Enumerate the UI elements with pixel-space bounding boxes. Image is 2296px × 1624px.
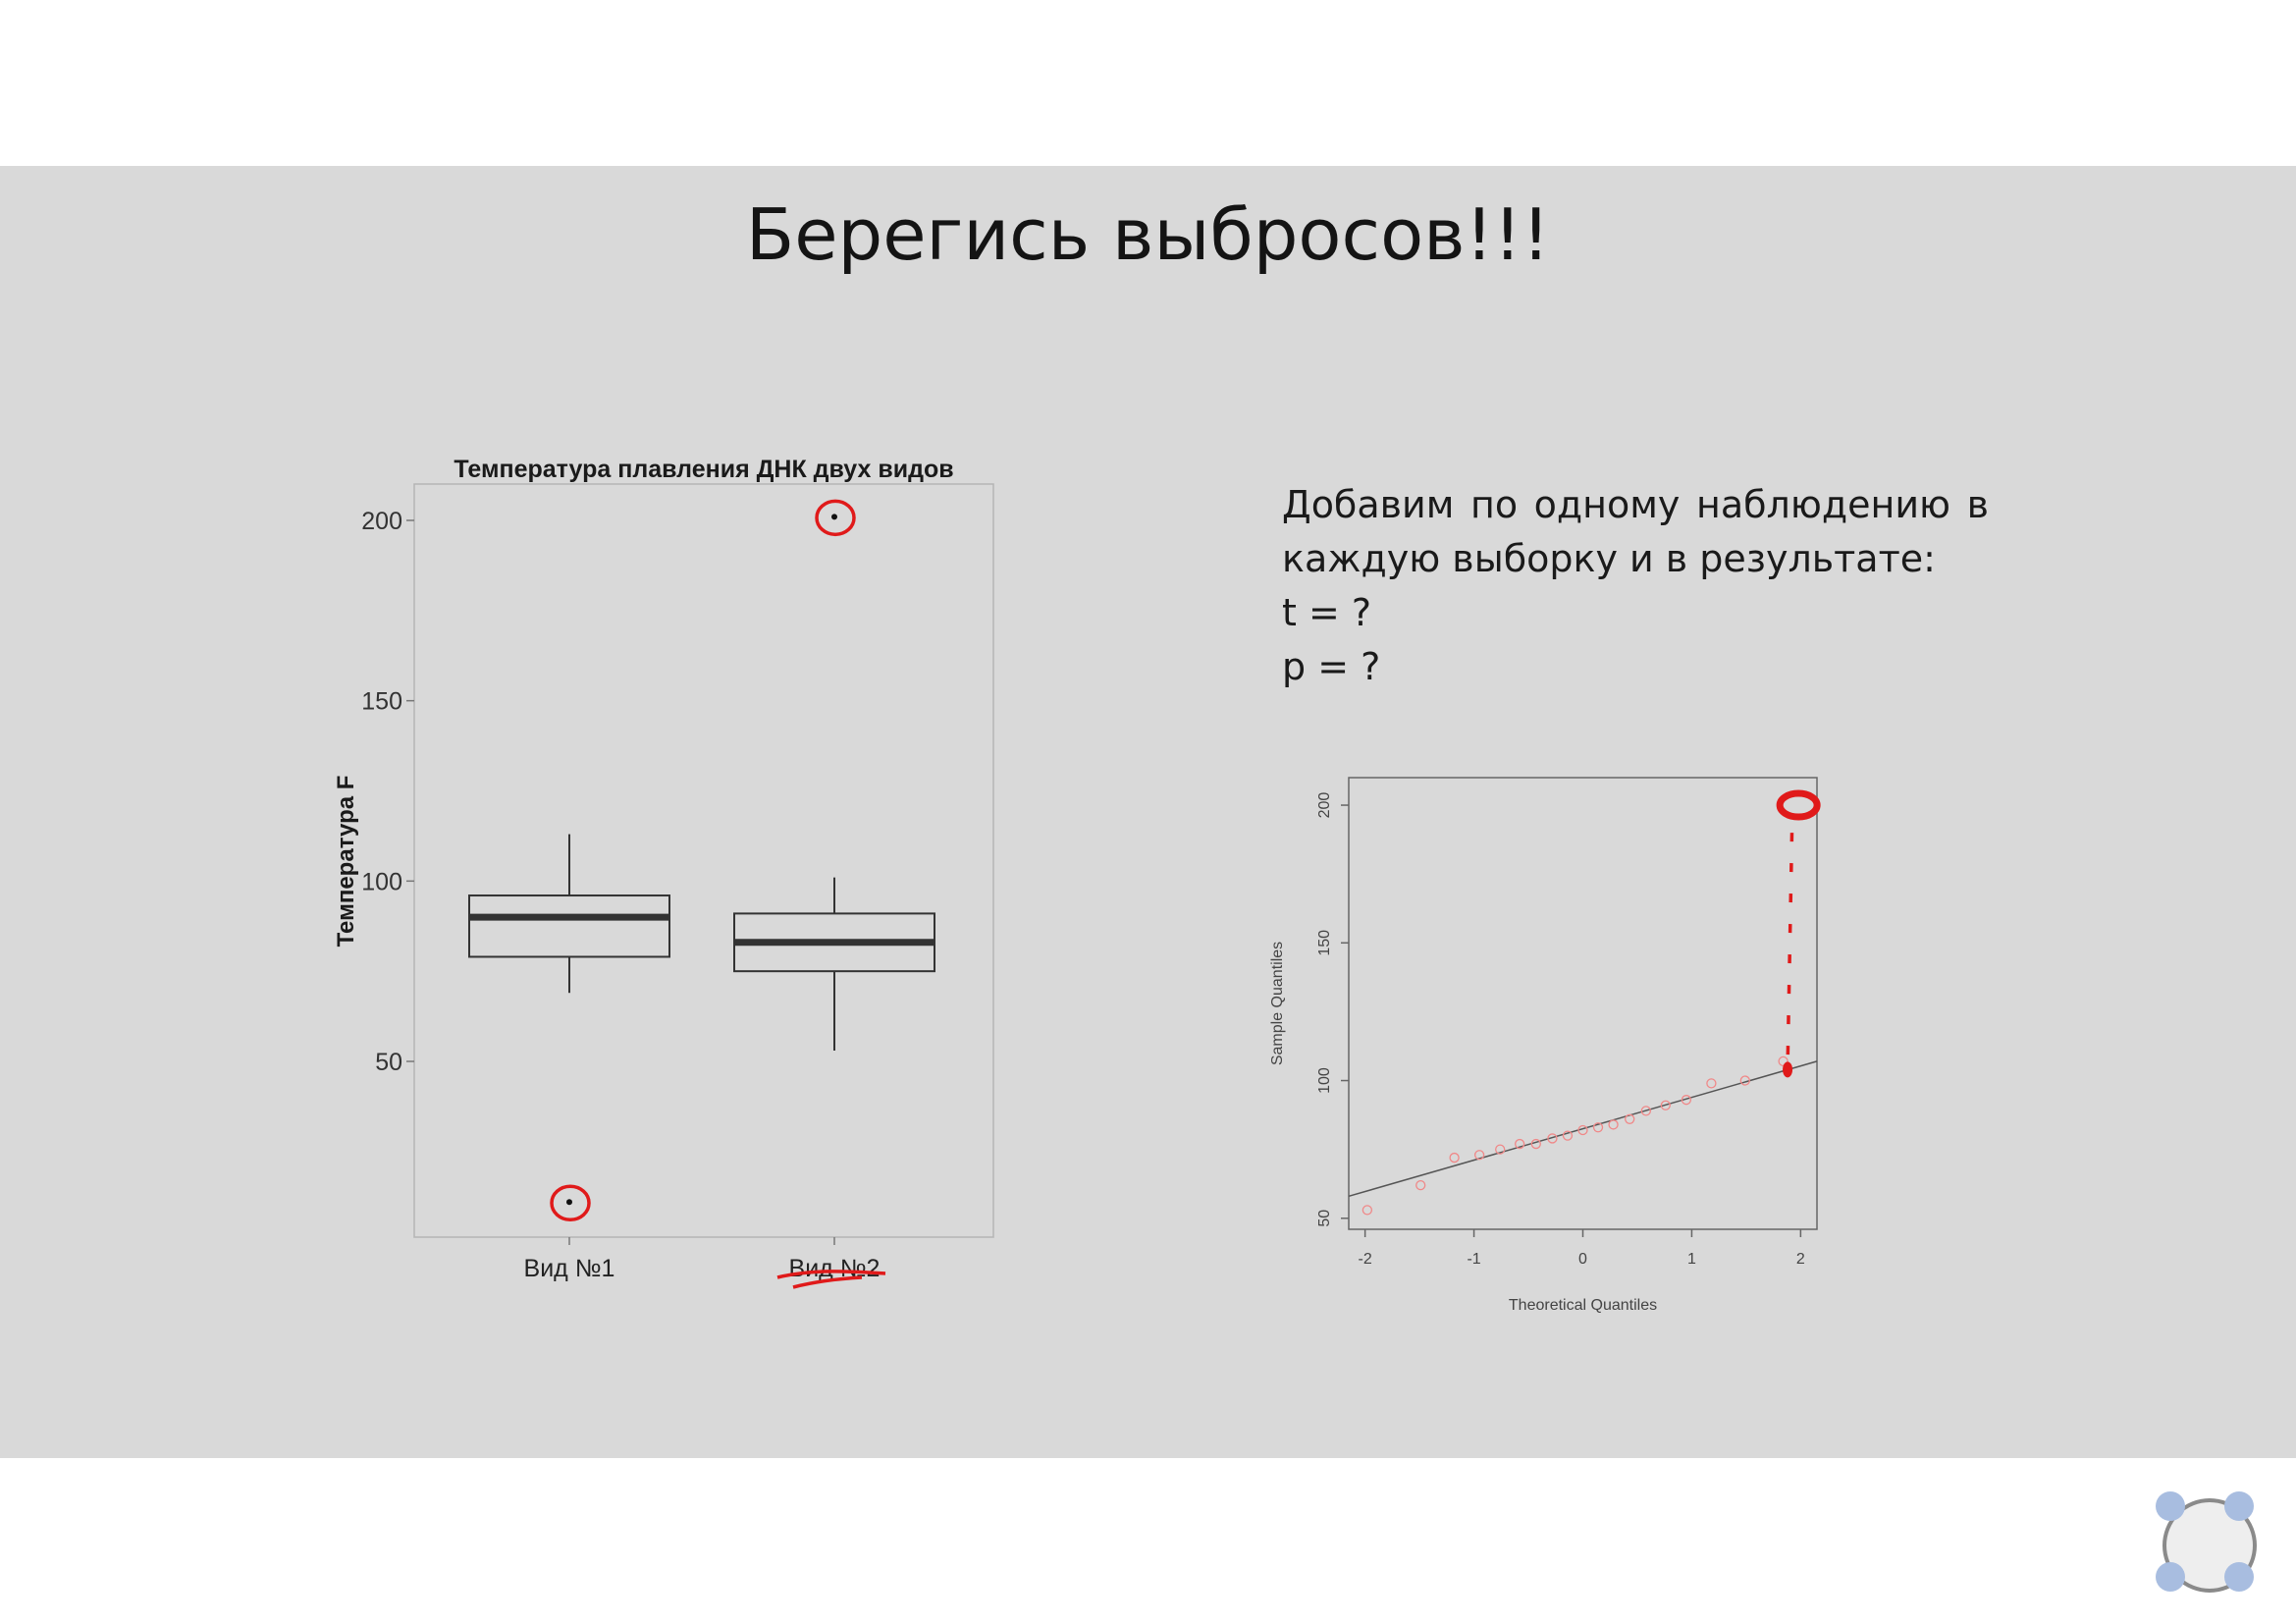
outlier-point xyxy=(831,514,837,520)
y-axis-label: Sample Quantiles xyxy=(1269,942,1286,1065)
y-tick-label: 100 xyxy=(1316,1067,1333,1094)
qq-point xyxy=(1625,1113,1635,1124)
text-line-1: Добавим по одному наблюдению в xyxy=(1282,478,1989,532)
x-tick-label: -2 xyxy=(1359,1251,1372,1268)
slide-title: Берегись выбросов!!! xyxy=(745,193,1551,276)
qq-point xyxy=(1577,1124,1588,1136)
qq-point xyxy=(1473,1150,1485,1161)
qq-point xyxy=(1592,1122,1604,1133)
y-tick-label: 150 xyxy=(1316,930,1333,956)
qq-point xyxy=(1562,1130,1574,1141)
x-tick-label: 0 xyxy=(1578,1251,1587,1268)
plot-frame xyxy=(413,483,994,1238)
qq-point xyxy=(1739,1075,1750,1086)
outlier-point xyxy=(566,1199,572,1206)
x-tick-label: Вид №1 xyxy=(524,1255,615,1282)
text-line-4: p = ? xyxy=(1282,645,1381,688)
qq-point xyxy=(1530,1138,1541,1150)
qq-point xyxy=(1706,1078,1717,1089)
text-word: Добавим xyxy=(1282,483,1455,526)
nav-dot-top-left[interactable] xyxy=(2156,1491,2185,1521)
text-word: в xyxy=(1966,483,1989,526)
nav-dot-bottom-left[interactable] xyxy=(2156,1562,2185,1592)
nav-dot-top-right[interactable] xyxy=(2224,1491,2254,1521)
qq-point xyxy=(1681,1095,1692,1106)
slide-navigation-widget[interactable] xyxy=(2156,1491,2264,1599)
qq-point xyxy=(1547,1133,1558,1144)
text-line-2: каждую выборку и в результате: xyxy=(1282,537,1936,580)
slide: Берегись выбросов!!! Добавим по одному н… xyxy=(0,166,2296,1593)
qq-point xyxy=(1640,1106,1651,1116)
x-tick-label: Вид №2 xyxy=(789,1255,881,1282)
qq-point xyxy=(1778,1056,1789,1067)
y-tick-label: 150 xyxy=(361,688,402,716)
red-dotted-annotation xyxy=(1786,833,1794,1070)
slide-text: Добавим по одному наблюдению в каждую вы… xyxy=(1282,478,1989,694)
red-circle-annotation xyxy=(815,499,856,537)
red-circle-annotation xyxy=(550,1184,591,1222)
plot-frame xyxy=(1348,777,1818,1230)
y-tick-label: 100 xyxy=(361,868,402,895)
text-line-3: t = ? xyxy=(1282,591,1372,634)
reference-line xyxy=(1348,1060,1818,1198)
nav-dot-bottom-right[interactable] xyxy=(2224,1562,2254,1592)
qq-point xyxy=(1449,1152,1460,1164)
y-tick-label: 50 xyxy=(375,1049,402,1076)
iqr-box xyxy=(468,894,670,958)
qq-point xyxy=(1415,1179,1426,1191)
x-axis-label: Theoretical Quantiles xyxy=(1509,1297,1657,1314)
x-tick-label: -1 xyxy=(1467,1251,1480,1268)
qq-point xyxy=(1608,1119,1619,1130)
x-tick-label: 1 xyxy=(1687,1251,1696,1268)
y-tick-label: 200 xyxy=(361,508,402,535)
chart-title: Температура плавления ДНК двух видов xyxy=(454,456,953,483)
y-tick-label: 200 xyxy=(1316,792,1333,819)
qq-point xyxy=(1495,1144,1506,1155)
y-axis-label: Температура F xyxy=(333,776,359,947)
qq-point xyxy=(1660,1100,1671,1110)
red-circle-annotation xyxy=(1776,789,1821,821)
text-word: одному xyxy=(1533,483,1681,526)
y-tick-label: 50 xyxy=(1316,1210,1333,1227)
x-tick-label: 2 xyxy=(1796,1251,1805,1268)
red-underline-annotation xyxy=(792,1275,863,1289)
red-underline-annotation xyxy=(776,1270,886,1279)
text-word: по xyxy=(1469,483,1519,526)
qq-point xyxy=(1515,1138,1525,1150)
qq-point xyxy=(1362,1205,1373,1216)
text-word: наблюдению xyxy=(1695,483,1951,526)
red-dot-annotation xyxy=(1783,1061,1793,1078)
